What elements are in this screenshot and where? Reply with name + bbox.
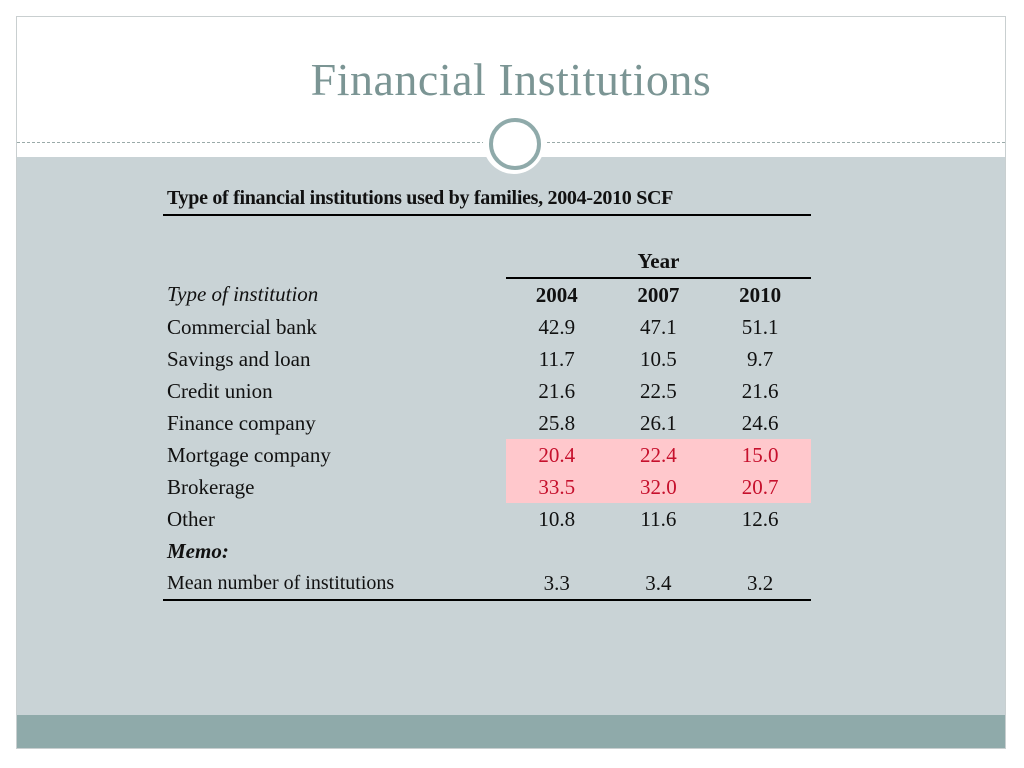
table-row: Savings and loan 11.7 10.5 9.7 (163, 343, 811, 375)
table-cell-highlighted: 20.7 (709, 471, 811, 503)
row-label: Mean number of institutions (163, 567, 506, 601)
memo-header-row: Memo: (163, 535, 811, 567)
table-cell-highlighted: 33.5 (505, 471, 608, 503)
row-label: Savings and loan (167, 346, 311, 371)
table-cell: 22.5 (640, 378, 677, 403)
row-label: Other (167, 506, 215, 531)
column-header: 2004 (535, 282, 578, 307)
table-row: Other 10.8 11.6 12.6 (163, 503, 811, 535)
empty-cell (608, 535, 710, 567)
table-cell-highlighted: 32.0 (607, 471, 710, 503)
empty-header-cell (163, 246, 506, 278)
institutions-table-panel: Type of financial institutions used by f… (163, 184, 811, 601)
column-header: 2010 (739, 282, 782, 307)
table-cell-highlighted: 20.4 (505, 439, 608, 471)
table-cell: 21.6 (538, 378, 576, 403)
table-cell: 11.7 (538, 346, 575, 371)
table-cell: 26.1 (640, 410, 677, 435)
row-label: Mortgage company (167, 442, 331, 467)
column-header: 2007 (637, 282, 680, 307)
table-row-highlighted: Mortgage company 20.4 22.4 15.0 (163, 439, 811, 471)
row-header-label: Type of institution (167, 282, 319, 306)
table-row: Finance company 25.8 26.1 24.6 (163, 407, 811, 439)
decorative-ring-icon (489, 118, 541, 170)
table-cell: 3.3 (505, 567, 608, 601)
table-cell: 42.9 (538, 314, 576, 339)
table-cell: 12.6 (741, 506, 779, 531)
table-cell: 25.8 (538, 410, 576, 435)
table-cell: 10.8 (538, 506, 576, 531)
institutions-table: Year Type of institution 2004 2007 2010 … (163, 246, 811, 601)
table-cell: 3.4 (607, 567, 710, 601)
table-cell: 51.1 (741, 314, 779, 339)
footer-bar (17, 715, 1005, 748)
row-label: Credit union (167, 378, 273, 403)
table-header-row-group: Year (163, 246, 811, 279)
row-label: Finance company (167, 410, 316, 435)
table-row-highlighted: Brokerage 33.5 32.0 20.7 (163, 471, 811, 503)
year-group-header: Year (505, 246, 811, 279)
empty-cell (506, 535, 608, 567)
row-label: Commercial bank (167, 314, 317, 339)
memo-row: Mean number of institutions 3.3 3.4 3.2 (163, 567, 811, 601)
table-cell: 3.2 (709, 567, 811, 601)
table-cell: 11.6 (640, 506, 677, 531)
table-cell: 10.5 (640, 346, 677, 371)
row-label: Brokerage (167, 474, 255, 499)
slide-title: Financial Institutions (310, 54, 712, 105)
slide: Financial Institutions (16, 16, 1006, 749)
table-cell: 47.1 (640, 314, 677, 339)
table-row: Commercial bank 42.9 47.1 51.1 (163, 311, 811, 343)
table-cell: 21.6 (741, 378, 779, 403)
memo-label: Memo: (167, 538, 229, 563)
table-cell-highlighted: 15.0 (709, 439, 811, 471)
table-cell-highlighted: 22.4 (607, 439, 710, 471)
table-caption: Type of financial institutions used by f… (163, 184, 811, 216)
empty-cell (709, 535, 811, 567)
table-header-row: Type of institution 2004 2007 2010 (163, 278, 811, 311)
table-row: Credit union 21.6 22.5 21.6 (163, 375, 811, 407)
table-cell: 9.7 (747, 346, 774, 371)
table-cell: 24.6 (741, 410, 779, 435)
